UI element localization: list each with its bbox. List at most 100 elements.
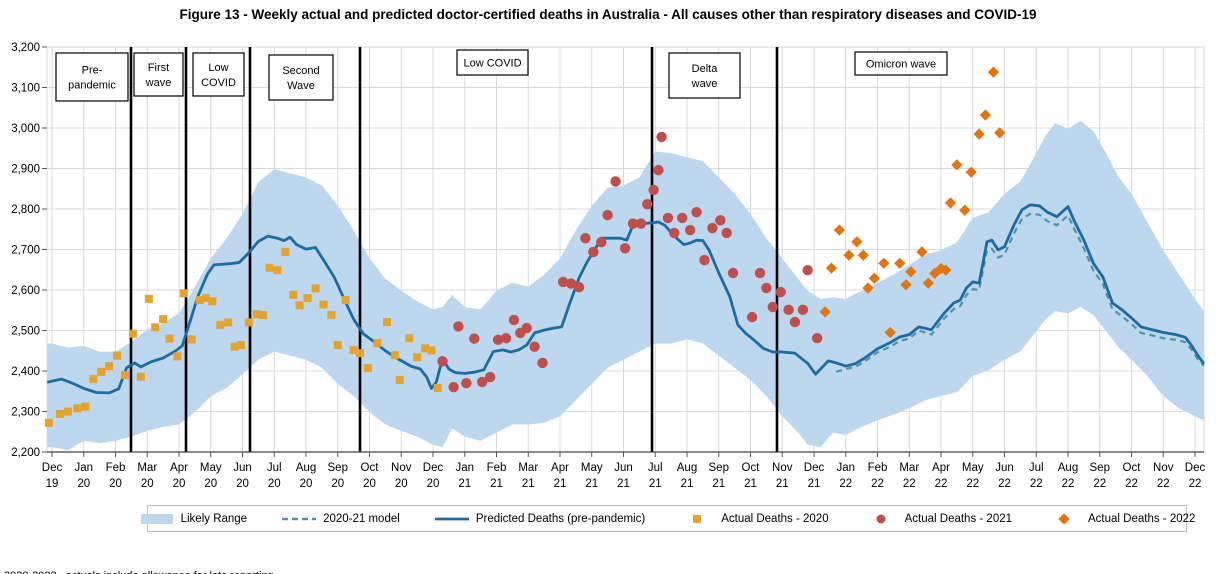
x-axis-label-year: 22 (1062, 478, 1075, 490)
data-point-2022 (973, 128, 985, 140)
data-point-2020 (281, 247, 290, 256)
square-swatch-icon (693, 514, 702, 523)
data-point-2022 (951, 159, 963, 171)
x-axis-label-year: 21 (776, 478, 789, 490)
data-point-2021 (635, 218, 647, 229)
data-point-2021 (802, 264, 813, 276)
x-axis-label-year: 21 (808, 478, 821, 490)
data-point-2021 (461, 377, 472, 389)
x-axis-label-month: Dec (423, 462, 444, 474)
x-axis-label-year: 22 (1093, 478, 1106, 490)
data-point-2022 (884, 326, 896, 339)
x-axis-label-month: May (581, 462, 603, 474)
x-axis-label-month: Jan (74, 462, 93, 474)
section-label-text: Omicron wave (866, 59, 936, 71)
data-point-2020 (382, 317, 391, 326)
data-point-2020 (355, 349, 364, 358)
data-point-2020 (230, 342, 239, 351)
data-point-2021 (602, 209, 613, 221)
data-point-2020 (373, 339, 382, 348)
x-axis-label-year: 20 (173, 478, 186, 490)
x-axis-label-year: 21 (554, 478, 567, 490)
x-axis-label-year: 20 (204, 478, 217, 490)
data-point-2020 (390, 351, 399, 360)
data-point-2021 (767, 301, 778, 313)
x-axis-label-month: Feb (487, 462, 507, 474)
data-point-2020 (89, 375, 98, 384)
data-point-2021 (669, 227, 680, 239)
data-point-2020 (252, 310, 261, 319)
x-axis-label-month: Feb (106, 462, 126, 474)
data-point-2020 (405, 334, 414, 343)
diamond-swatch-shape (1058, 512, 1070, 525)
footnote-late-reporting: 2020-2022 actuals include allowance for … (4, 569, 467, 574)
legend-item: Predicted Deaths (pre-pandemic) (434, 512, 645, 526)
data-point-2020 (151, 323, 160, 332)
likely-range-band (47, 120, 1204, 451)
data-point-2021 (677, 212, 688, 224)
data-point-2021 (573, 281, 585, 293)
data-point-2021 (746, 311, 758, 323)
data-point-2021 (521, 322, 532, 334)
actual-2021-points (437, 131, 823, 393)
x-axis-label-year: 20 (395, 478, 408, 490)
data-point-2020 (136, 372, 145, 381)
x-axis-label-month: May (962, 462, 984, 474)
data-point-2020 (121, 371, 130, 380)
band-swatch-icon (140, 513, 173, 524)
x-axis-label-month: Jul (648, 462, 663, 474)
x-axis-label-month: Jan (836, 462, 855, 474)
section-label-text: Pre- (82, 65, 103, 77)
x-axis-label-month: Aug (677, 462, 697, 474)
deaths-chart: Pre-pandemic First wave Low COVID Second Wave L… (11, 42, 1206, 490)
x-axis-label-year: 21 (649, 478, 662, 490)
x-axis-label-month: Apr (551, 462, 569, 474)
legend-label: Likely Range (180, 512, 248, 525)
x-axis-label-month: Jul (267, 462, 282, 474)
data-point-2020 (236, 341, 245, 350)
x-axis-label-year: 21 (458, 478, 471, 490)
data-point-2020 (113, 351, 122, 360)
x-axis-label-year: 22 (839, 478, 852, 490)
y-axis-label: 3,000 (11, 123, 40, 135)
data-point-2020 (63, 407, 72, 416)
data-point-2020 (289, 290, 298, 299)
x-axis-label-year: 19 (46, 478, 59, 490)
data-point-2022 (905, 266, 917, 278)
band-swatch-shape (140, 513, 173, 524)
data-point-2021 (477, 376, 488, 388)
x-axis-label-month: Jun (614, 462, 633, 474)
data-point-2022 (833, 224, 846, 236)
data-point-2020 (303, 294, 312, 303)
x-axis-label-year: 22 (1125, 478, 1138, 490)
data-point-2021 (484, 371, 496, 383)
y-axis-label: 3,200 (11, 42, 40, 54)
data-point-2021 (699, 254, 710, 266)
data-point-2021 (508, 314, 520, 326)
y-axis-label: 2,700 (11, 245, 40, 257)
data-point-2021 (789, 316, 801, 328)
data-point-2021 (453, 321, 464, 332)
x-axis-label-month: Sep (709, 462, 729, 474)
x-axis-label-year: 21 (681, 478, 694, 490)
chart-title: Figure 13 - Weekly actual and predicted … (179, 7, 1037, 22)
x-axis-label-month: Nov (772, 462, 793, 474)
chart-legend: Likely Range 2020-21 model Predicted Death… (140, 505, 1195, 532)
data-point-2022 (944, 197, 957, 209)
x-axis-label-year: 20 (363, 478, 376, 490)
x-axis-label-month: Dec (42, 462, 63, 474)
x-axis-label-month: Mar (137, 462, 157, 474)
data-point-2021 (642, 198, 653, 210)
data-point-2021 (656, 131, 667, 143)
x-axis-label-month: Oct (361, 462, 380, 474)
x-axis-label-year: 22 (1157, 478, 1170, 490)
data-point-2021 (653, 164, 664, 176)
legend-item: Actual Deaths - 2020 (679, 512, 829, 526)
data-point-2021 (580, 232, 591, 244)
section-label-box (456, 49, 529, 76)
x-axis-label-year: 21 (490, 478, 503, 490)
data-point-2022 (819, 306, 831, 318)
x-axis-label-month: Dec (1185, 462, 1206, 474)
data-point-2021 (596, 237, 607, 248)
data-point-2021 (627, 218, 639, 229)
